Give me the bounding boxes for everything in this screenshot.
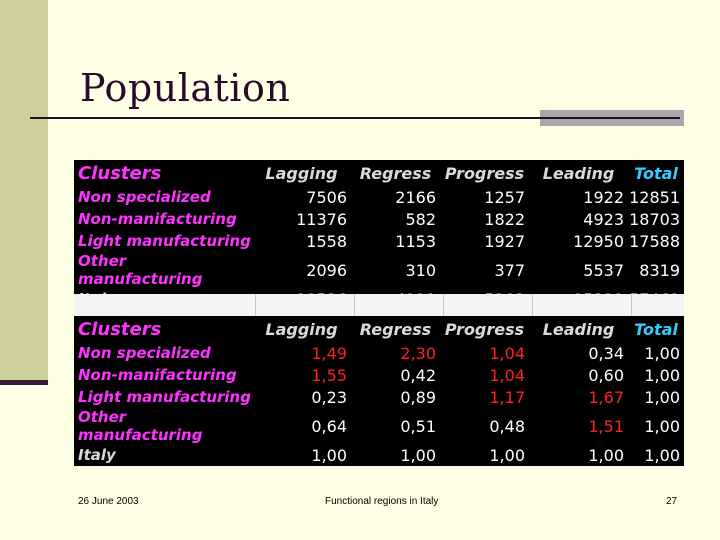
value-cell: 1,00 (489, 445, 525, 465)
header-cell: Progress (444, 319, 525, 339)
value-cell: 1,00 (588, 445, 624, 465)
header-cell: Clusters (78, 162, 162, 184)
value-cell: 0,60 (588, 365, 624, 385)
value-cell: 1,17 (489, 387, 525, 407)
value-cell: 1,49 (311, 343, 347, 363)
table-row: Non-manifacturing 1,55 0,42 1,04 0,60 1,00 (74, 364, 684, 386)
value-cell: 0,42 (400, 365, 436, 385)
population-table: Clusters Lagging Regress Progress Leadin… (74, 160, 684, 310)
row-label: Other manufacturing (78, 408, 203, 444)
value-cell: 1153 (395, 231, 436, 251)
value-cell: 1,51 (588, 416, 624, 436)
population-index-table: Clusters Lagging Regress Progress Leadin… (74, 316, 684, 466)
table-row: Other manufacturing 2096 310 377 5537 8319 (74, 252, 684, 288)
value-cell: 0,48 (489, 416, 525, 436)
table-row: Non specialized 1,49 2,30 1,04 0,34 1,00 (74, 342, 684, 364)
table-row: Non-manifacturing 11376 582 1822 4923 18703 (74, 208, 684, 230)
row-label: Light manufacturing (78, 388, 251, 406)
table-separator (74, 294, 684, 316)
value-cell: 2,30 (400, 343, 436, 363)
row-label: Light manufacturing (78, 232, 251, 250)
header-cell: Lagging (265, 319, 338, 339)
value-cell: 1,00 (400, 445, 436, 465)
value-cell: 582 (405, 209, 436, 229)
header-cell: Regress (359, 319, 432, 339)
value-cell: 0,89 (400, 387, 436, 407)
header-cell: Total (634, 163, 678, 183)
value-cell: 1,55 (311, 365, 347, 385)
footer-center: Functional regions in Italy (325, 496, 439, 507)
slide-side-bar (0, 0, 48, 382)
title-rule (30, 117, 680, 119)
value-cell: 2096 (306, 260, 347, 280)
value-cell: 1,00 (644, 365, 680, 385)
value-cell: 4923 (583, 209, 624, 229)
header-cell: Total (634, 319, 678, 339)
value-cell: 1,04 (489, 365, 525, 385)
value-cell: 310 (405, 260, 436, 280)
value-cell: 1,00 (644, 343, 680, 363)
value-cell: 0,23 (311, 387, 347, 407)
value-cell: 8319 (639, 260, 680, 280)
table-row: Light manufacturing 0,23 0,89 1,17 1,67 1,00 (74, 386, 684, 408)
table-row: Light manufacturing 1558 1153 1927 12950 1758… (74, 230, 684, 252)
row-label: Non-manifacturing (78, 366, 237, 384)
table-header-row: Clusters Lagging Regress Progress Leadin… (74, 160, 684, 186)
row-label: Other manufacturing (78, 252, 203, 288)
row-label: Non-manifacturing (78, 210, 237, 228)
slide-title: Population (80, 66, 291, 110)
value-cell: 0,51 (400, 416, 436, 436)
footer-date: 26 June 2003 (78, 496, 139, 507)
value-cell: 1257 (484, 187, 525, 207)
value-cell: 5537 (583, 260, 624, 280)
value-cell: 377 (494, 260, 525, 280)
table-header-row: Clusters Lagging Regress Progress Leadin… (74, 316, 684, 342)
value-cell: 1,00 (311, 445, 347, 465)
value-cell: 0,64 (311, 416, 347, 436)
value-cell: 1,04 (489, 343, 525, 363)
value-cell: 1,00 (644, 416, 680, 436)
value-cell: 1,00 (644, 387, 680, 407)
value-cell: 1558 (306, 231, 347, 251)
value-cell: 12950 (573, 231, 624, 251)
value-cell: 17588 (629, 231, 680, 251)
table-row: Other manufacturing 0,64 0,51 0,48 1,51 1,00 (74, 408, 684, 444)
row-label: Non specialized (78, 344, 211, 362)
value-cell: 1,00 (644, 445, 680, 465)
slide-side-accent (0, 380, 48, 385)
value-cell: 2166 (395, 187, 436, 207)
header-cell: Leading (542, 163, 615, 183)
page-number: 27 (666, 496, 678, 507)
value-cell: 1,67 (588, 387, 624, 407)
value-cell: 7506 (306, 187, 347, 207)
value-cell: 1922 (583, 187, 624, 207)
header-cell: Leading (542, 319, 615, 339)
value-cell: 18703 (629, 209, 680, 229)
table-row: Italy 1,00 1,00 1,00 1,00 1,00 (74, 444, 684, 466)
value-cell: 1822 (484, 209, 525, 229)
value-cell: 11376 (296, 209, 347, 229)
value-cell: 12851 (629, 187, 680, 207)
row-label: Italy (78, 446, 116, 464)
header-cell: Clusters (78, 318, 162, 340)
row-label: Non specialized (78, 188, 211, 206)
value-cell: 0,34 (588, 343, 624, 363)
value-cell: 1927 (484, 231, 525, 251)
table-row: Non specialized 7506 2166 1257 1922 12851 (74, 186, 684, 208)
header-cell: Regress (359, 163, 432, 183)
header-cell: Progress (444, 163, 525, 183)
header-cell: Lagging (265, 163, 338, 183)
